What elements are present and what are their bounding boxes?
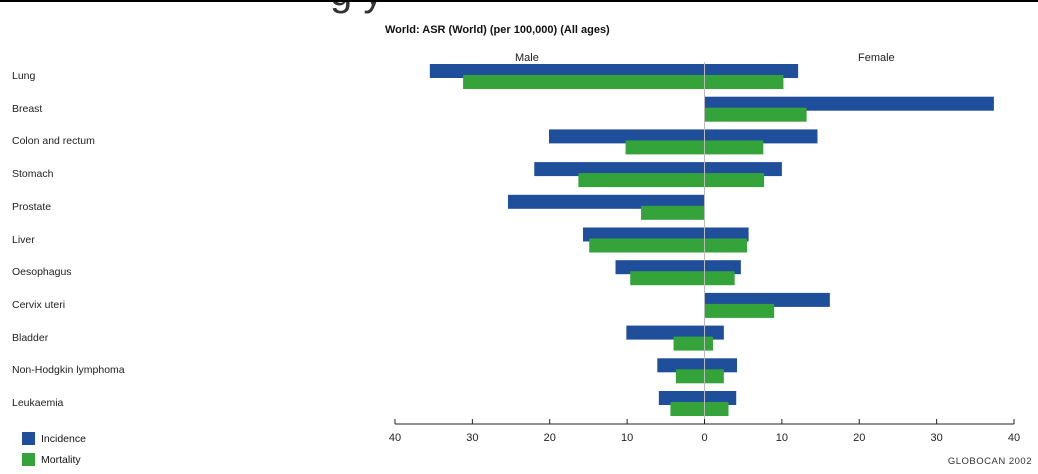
chart-title: World: ASR (World) (per 100,000) (All ag… [385,24,610,36]
banner-text: g y [330,0,383,15]
bar-mortality-male [670,402,705,416]
bar-mortality-female [704,107,807,122]
bar-incidence-male [626,325,705,340]
x-tick-label: 20 [544,432,556,444]
category-label: Cervix uteri [12,298,66,311]
category-label: Lung [12,70,36,82]
bar-mortality-male [589,238,705,253]
category-label: Bladder [12,331,49,344]
bar-mortality-female [704,402,729,416]
bar-mortality-male [578,173,705,188]
category-label: Colon and rectum [12,135,95,148]
bar-incidence-male [615,260,705,275]
bar-mortality-female [704,303,775,318]
bar-incidence-male [583,227,705,242]
category-label: Non-Hodgkin lymphoma [12,364,125,377]
x-tick-label: 0 [701,432,707,444]
female-label: Female [858,52,895,64]
x-tick-label: 30 [931,432,943,444]
x-tick-label: 10 [776,432,788,444]
bar-incidence-male [429,64,705,78]
legend-incidence: Incidence [22,432,86,445]
legend-mortality: Mortality [22,453,81,466]
bar-mortality-male [673,336,705,351]
category-label: Leukaemia [12,397,64,409]
bar-incidence-male [507,194,705,209]
category-label: Stomach [12,168,54,181]
category-label: Oesophagus [12,266,72,279]
bar-incidence-female [704,325,724,340]
bar-incidence-male [548,129,705,144]
top-border [0,0,1038,2]
bar-mortality-male [463,75,705,89]
legend-label-mortality: Mortality [41,453,81,466]
male-label: Male [515,52,539,64]
bar-mortality-female [704,271,735,286]
bar-incidence-female [704,358,737,373]
bar-incidence-female [704,260,741,275]
x-tick-label: 40 [389,432,401,444]
bar-mortality-female [704,140,764,155]
bar-mortality-female [704,173,765,188]
bar-incidence-male [657,358,705,373]
x-tick-label: 40 [1008,432,1020,444]
bar-incidence-female [704,227,749,242]
bar-incidence-male [658,391,705,405]
bar-incidence-female [704,292,830,307]
x-tick-label: 10 [621,432,633,444]
bar-incidence-female [704,391,737,405]
bar-incidence-female [704,96,994,111]
bar-incidence-female [704,129,818,144]
bar-mortality-male [641,205,705,220]
category-label: Prostate [12,200,52,213]
category-label: Liver [12,233,35,246]
bar-mortality-female [704,75,784,89]
bar-mortality-female [704,238,748,253]
bar-incidence-male [534,162,705,177]
legend-swatch-mortality [22,453,35,466]
bar-mortality-female [704,369,724,384]
bar-mortality-male [625,140,705,155]
bar-mortality-male [630,271,705,286]
x-tick-label: 20 [853,432,865,444]
legend-swatch-incidence [22,432,35,445]
category-label: Breast [12,102,43,115]
x-tick-label: 30 [466,432,478,444]
bar-incidence-female [704,64,799,78]
bar-incidence-female [704,162,782,177]
bar-mortality-female [704,336,714,351]
source-credit: GLOBOCAN 2002 [947,456,1032,467]
bar-mortality-male [675,369,705,384]
legend-label-incidence: Incidence [41,432,86,445]
